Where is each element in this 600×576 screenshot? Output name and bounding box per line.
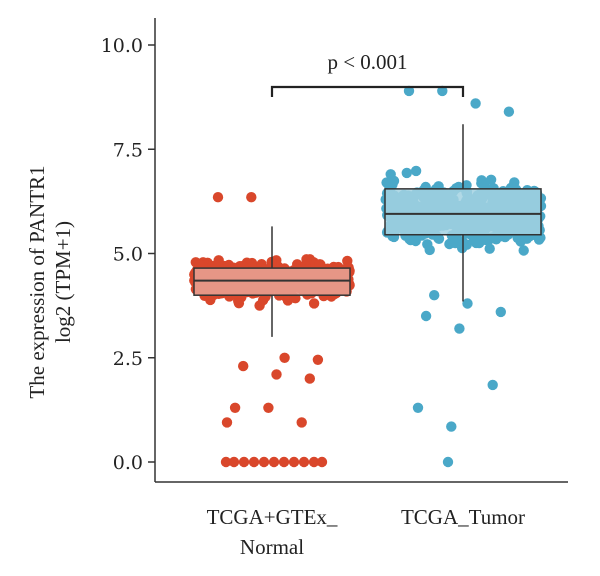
data-point	[304, 373, 315, 384]
y-tick-label: 0.0	[113, 452, 143, 474]
data-point	[442, 456, 454, 468]
x-tick-label-line: TCGA_Tumor	[401, 505, 525, 529]
data-point	[424, 244, 435, 256]
y-tick-label: 5.0	[113, 244, 143, 266]
data-point	[387, 176, 398, 188]
data-point	[212, 192, 224, 203]
data-point	[484, 243, 495, 254]
data-point	[246, 192, 257, 203]
data-point	[410, 165, 422, 177]
p-value-label: p < 0.001	[327, 50, 407, 74]
significance-bracket	[270, 85, 465, 97]
data-point	[248, 456, 260, 468]
data-point	[298, 456, 310, 468]
y-axis-title-line: The expression of PANTR1	[25, 165, 49, 398]
y-axis-title: The expression of PANTR1log2 (TPM+1)	[25, 165, 75, 398]
data-point	[308, 456, 320, 468]
data-point	[312, 354, 324, 365]
box-iqr	[384, 188, 542, 236]
data-point	[316, 456, 328, 468]
y-ticks: 0.0 2.5 5.0 7.5 10.0	[101, 35, 155, 474]
data-point	[301, 254, 312, 265]
data-point	[228, 456, 240, 468]
data-point	[446, 421, 457, 432]
data-point	[271, 369, 282, 380]
data-point	[229, 402, 241, 413]
data-point	[485, 174, 497, 185]
data-point	[429, 290, 440, 301]
data-point	[518, 245, 529, 256]
data-point	[401, 167, 412, 179]
axes	[154, 18, 568, 483]
x-tick-label-line: Normal	[240, 535, 304, 559]
significance-annotation: p < 0.001	[270, 50, 465, 97]
y-tick-label: 7.5	[113, 139, 143, 161]
data-point	[454, 323, 465, 334]
data-point	[412, 402, 424, 413]
x-tick-label: TCGA+GTEx_ Normal	[207, 505, 338, 559]
data-point	[308, 298, 320, 309]
data-point	[279, 352, 290, 363]
data-point	[288, 456, 300, 468]
data-point	[221, 417, 233, 428]
data-point	[238, 456, 250, 468]
data-point	[213, 255, 224, 266]
data-point	[233, 298, 245, 309]
data-point	[420, 310, 432, 322]
data-point	[268, 456, 280, 468]
data-point	[314, 259, 325, 270]
x-tick-label: TCGA_Tumor	[401, 505, 525, 529]
data-point	[296, 417, 307, 428]
data-point	[503, 106, 515, 117]
data-point	[278, 456, 290, 468]
data-point	[403, 85, 415, 97]
y-tick-label: 2.5	[113, 348, 143, 370]
boxes-layer	[193, 124, 542, 337]
data-point	[220, 456, 232, 468]
box-iqr	[193, 267, 351, 296]
data-point	[487, 379, 498, 391]
data-point	[470, 98, 481, 109]
data-point	[437, 85, 448, 97]
data-point	[520, 233, 532, 244]
data-point	[462, 298, 473, 309]
x-tick-label-line: TCGA+GTEx_	[207, 505, 338, 529]
data-point	[263, 402, 274, 413]
y-axis-title-line: log2 (TPM+1)	[51, 221, 75, 343]
data-point	[258, 456, 270, 468]
data-point	[495, 306, 506, 318]
x-tick-labels: TCGA+GTEx_ Normal TCGA_Tumor	[207, 505, 525, 559]
data-point	[238, 360, 249, 372]
y-tick-label: 10.0	[101, 35, 143, 57]
